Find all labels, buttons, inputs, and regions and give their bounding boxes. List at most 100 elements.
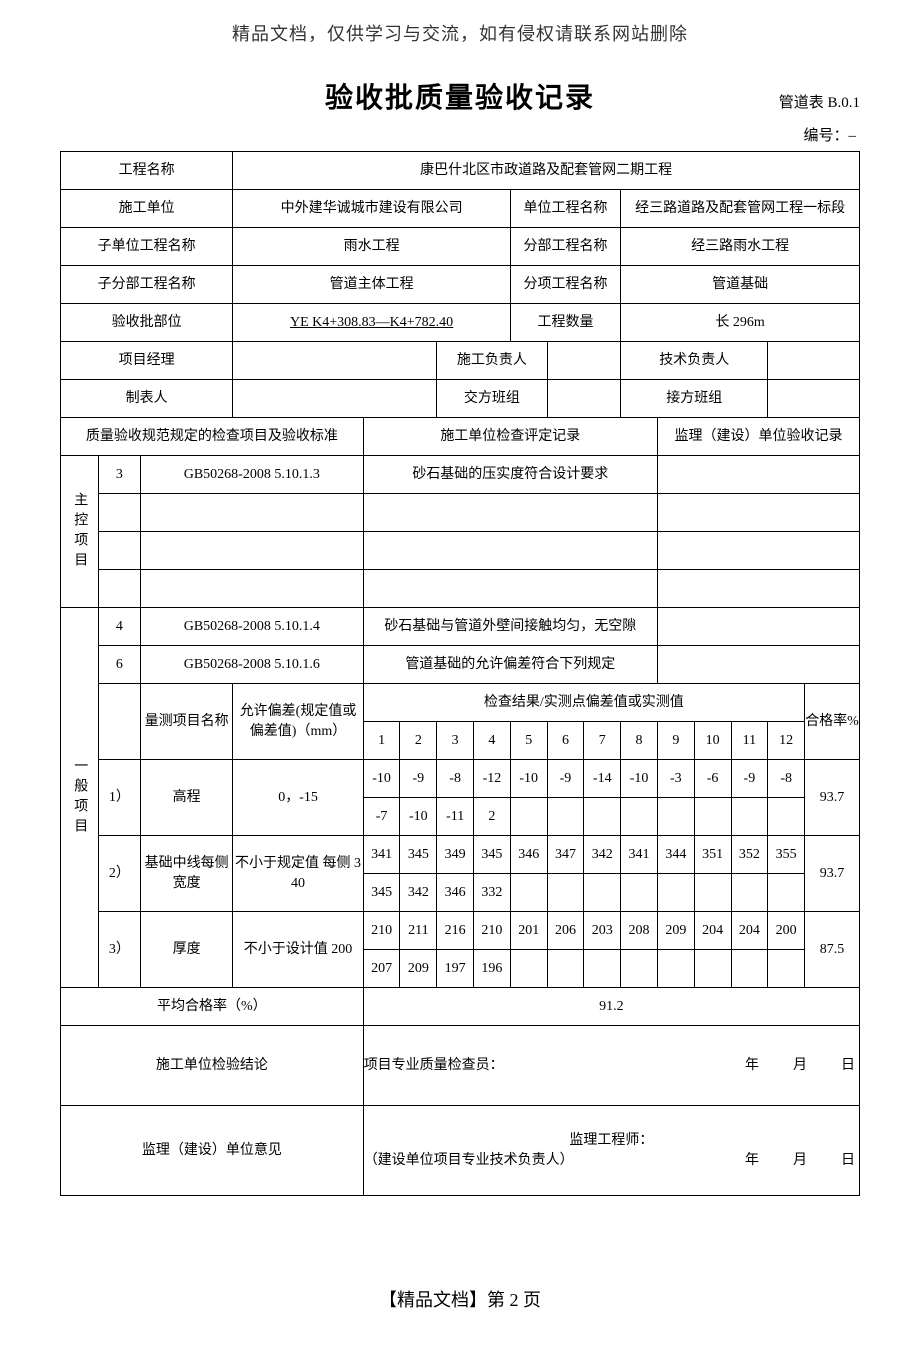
empty-cell: [363, 570, 657, 608]
m1-r1-6: 342: [584, 836, 621, 874]
m1-tol: 不小于规定值 每侧 340: [233, 836, 363, 912]
ymd-2: 年 月 日: [745, 1151, 859, 1171]
inspector-label: 项目专业质量检查员：: [364, 1056, 504, 1076]
empty-cell: [98, 532, 140, 570]
m1-r1-7: 341: [621, 836, 658, 874]
col-num: 3: [437, 722, 474, 760]
value-unit-project: 经三路道路及配套管网工程一标段: [621, 190, 860, 228]
m1-r2-6: [584, 874, 621, 912]
m2-r1-4: 201: [510, 912, 547, 950]
label-batch: 验收批部位: [61, 304, 233, 342]
m0-r2-3: 2: [474, 798, 511, 836]
m0-r2-6: [584, 798, 621, 836]
m2-r1-1: 211: [400, 912, 437, 950]
m2-r2-10: [731, 950, 768, 988]
m0-r2-9: [694, 798, 731, 836]
m1-r1-1: 345: [400, 836, 437, 874]
m2-tol: 不小于设计值 200: [233, 912, 363, 988]
empty-cell: [657, 494, 859, 532]
gen-top-sup-0: [657, 608, 859, 646]
m2-r2-9: [694, 950, 731, 988]
value-tech-leader: [768, 342, 860, 380]
col-num: 8: [621, 722, 658, 760]
m1-r2-0: 345: [363, 874, 400, 912]
m2-r2-7: [621, 950, 658, 988]
m2-r2-11: [768, 950, 805, 988]
label-quantity: 工程数量: [510, 304, 620, 342]
page-footer: 【精品文档】第 2 页: [60, 1286, 860, 1312]
label-measure-item: 量测项目名称: [140, 684, 233, 760]
m2-r1-8: 209: [657, 912, 694, 950]
m1-r2-4: [510, 874, 547, 912]
col-num: 7: [584, 722, 621, 760]
form-code: 管道表 B.0.1: [700, 91, 860, 112]
m0-r1-11: -8: [768, 760, 805, 798]
m0-r1-4: -10: [510, 760, 547, 798]
header-spec: 质量验收规范规定的检查项目及验收标准: [61, 418, 364, 456]
m0-r2-4: [510, 798, 547, 836]
m0-r1-6: -14: [584, 760, 621, 798]
m0-r2-10: [731, 798, 768, 836]
watermark-text: 精品文档，仅供学习与交流，如有侵权请联系网站删除: [60, 20, 860, 46]
value-site-leader: [547, 342, 621, 380]
m0-r2-1: -10: [400, 798, 437, 836]
value-quantity: 长 296m: [621, 304, 860, 342]
col-num: 2: [400, 722, 437, 760]
inspection-table: 工程名称 康巴什北区市政道路及配套管网二期工程 施工单位 中外建华诚城市建设有限…: [60, 151, 860, 1196]
col-num: 9: [657, 722, 694, 760]
empty-cell: [98, 570, 140, 608]
col-num: 11: [731, 722, 768, 760]
label-handover-in: 接方班组: [621, 380, 768, 418]
m0-r2-7: [621, 798, 658, 836]
m2-name: 厚度: [140, 912, 233, 988]
m0-r1-1: -9: [400, 760, 437, 798]
gen-top-sup-1: [657, 646, 859, 684]
m1-rate: 93.7: [805, 836, 860, 912]
main-items-label: 主控项目: [61, 456, 99, 608]
main-row-sup: [657, 456, 859, 494]
m2-r2-3: 196: [474, 950, 511, 988]
label-supervisor-opinion: 监理（建设）单位意见: [61, 1106, 364, 1196]
serial-number: 编号：–: [60, 124, 860, 145]
value-item-project: 管道基础: [621, 266, 860, 304]
gen-top-no-1: 6: [98, 646, 140, 684]
m0-r1-9: -6: [694, 760, 731, 798]
m2-r1-5: 206: [547, 912, 584, 950]
m2-r2-6: [584, 950, 621, 988]
value-preparer: [233, 380, 437, 418]
m0-rate: 93.7: [805, 760, 860, 836]
label-handover-out: 交方班组: [437, 380, 547, 418]
m0-r2-0: -7: [363, 798, 400, 836]
general-items-label: 一般项目: [61, 608, 99, 988]
m0-r1-8: -3: [657, 760, 694, 798]
label-contractor-conclusion: 施工单位检验结论: [61, 1026, 364, 1106]
value-sub-division: 管道主体工程: [233, 266, 510, 304]
m0-r1-7: -10: [621, 760, 658, 798]
m1-r2-8: [657, 874, 694, 912]
label-pm: 项目经理: [61, 342, 233, 380]
empty-cell: [363, 532, 657, 570]
label-division: 分部工程名称: [510, 228, 620, 266]
serial-prefix: 编号：: [803, 128, 848, 144]
main-row-note: 砂石基础的压实度符合设计要求: [363, 456, 657, 494]
col-num: 1: [363, 722, 400, 760]
label-tech-leader: 技术负责人: [621, 342, 768, 380]
gen-top-note-1: 管道基础的允许偏差符合下列规定: [363, 646, 657, 684]
value-handover-in: [768, 380, 860, 418]
ymd-1: 年 月 日: [745, 1056, 859, 1076]
m1-name: 基础中线每侧宽度: [140, 836, 233, 912]
gen-top-note-0: 砂石基础与管道外壁间接触均匀，无空隙: [363, 608, 657, 646]
supervisor-opinion-cell: 监理工程师： （建设单位项目专业技术负责人） 年 月 日: [363, 1106, 859, 1196]
m0-tol: 0，-15: [233, 760, 363, 836]
m2-r1-9: 204: [694, 912, 731, 950]
m2-r2-8: [657, 950, 694, 988]
empty-cell: [140, 494, 363, 532]
m1-r1-3: 345: [474, 836, 511, 874]
label-site-leader: 施工负责人: [437, 342, 547, 380]
main-row-code: GB50268-2008 5.10.1.3: [140, 456, 363, 494]
label-avg-pass-rate: 平均合格率（%）: [61, 988, 364, 1026]
m2-r1-2: 216: [437, 912, 474, 950]
empty-cell: [140, 570, 363, 608]
m1-r1-5: 347: [547, 836, 584, 874]
value-project-name: 康巴什北区市政道路及配套管网二期工程: [233, 152, 860, 190]
